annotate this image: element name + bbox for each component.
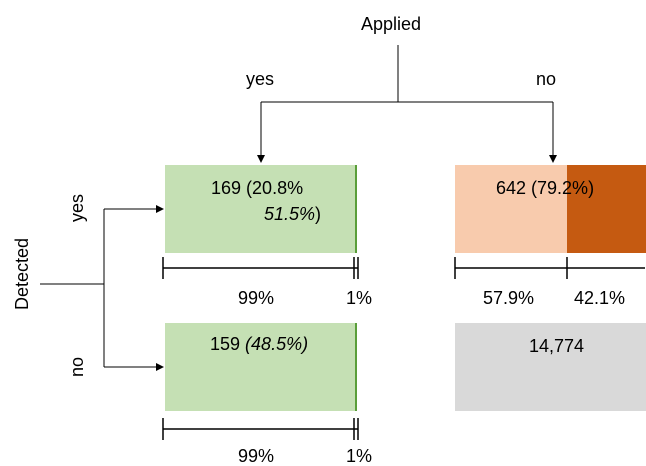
cell-no-yes-text: 159 (48.5%): [210, 334, 308, 354]
split-label-no-yes-left: 99%: [238, 446, 275, 466]
cell-yes-yes: [165, 165, 357, 253]
cell-yes-no-orange: [567, 165, 646, 253]
column-label-no: no: [536, 69, 557, 89]
cell-yes-yes-line2: 51.5%): [264, 204, 321, 224]
cell-yes-no-peach: [455, 165, 567, 253]
row-label-no: no: [67, 356, 87, 378]
split-label-yes-yes-right: 1%: [346, 288, 373, 308]
cell-no-yes-count: 159: [210, 334, 246, 354]
row-label-yes: yes: [67, 194, 87, 223]
cell-no-no: [455, 323, 646, 411]
applied-header: Applied: [361, 14, 422, 34]
split-bar-yes-no: [454, 257, 645, 279]
split-label-yes-yes-left: 99%: [238, 288, 275, 308]
split-label-yes-no-right: 42.1%: [574, 288, 626, 308]
cell-yes-yes-line1: 169 (20.8%: [211, 178, 303, 198]
cell-no-yes-pct: (48.5%): [245, 334, 309, 354]
split-bar-yes-yes: [162, 257, 359, 279]
cell-yes-no-text: 642 (79.2%): [496, 178, 595, 198]
cell-no-yes: [165, 323, 357, 411]
column-label-yes: yes: [246, 69, 275, 89]
cell-yes-yes-pct1: (20.8%: [241, 178, 304, 198]
split-bar-no-yes: [162, 418, 359, 440]
cell-yes-yes-close: ): [315, 204, 322, 224]
cell-yes-yes-count: 169: [211, 178, 242, 198]
cell-yes-yes-pct2: 51.5%: [264, 204, 316, 224]
split-label-no-yes-right: 1%: [346, 446, 373, 466]
detected-header: Detected: [12, 237, 32, 310]
cell-no-no-text: 14,774: [529, 336, 585, 356]
split-label-yes-no-left: 57.9%: [483, 288, 535, 308]
